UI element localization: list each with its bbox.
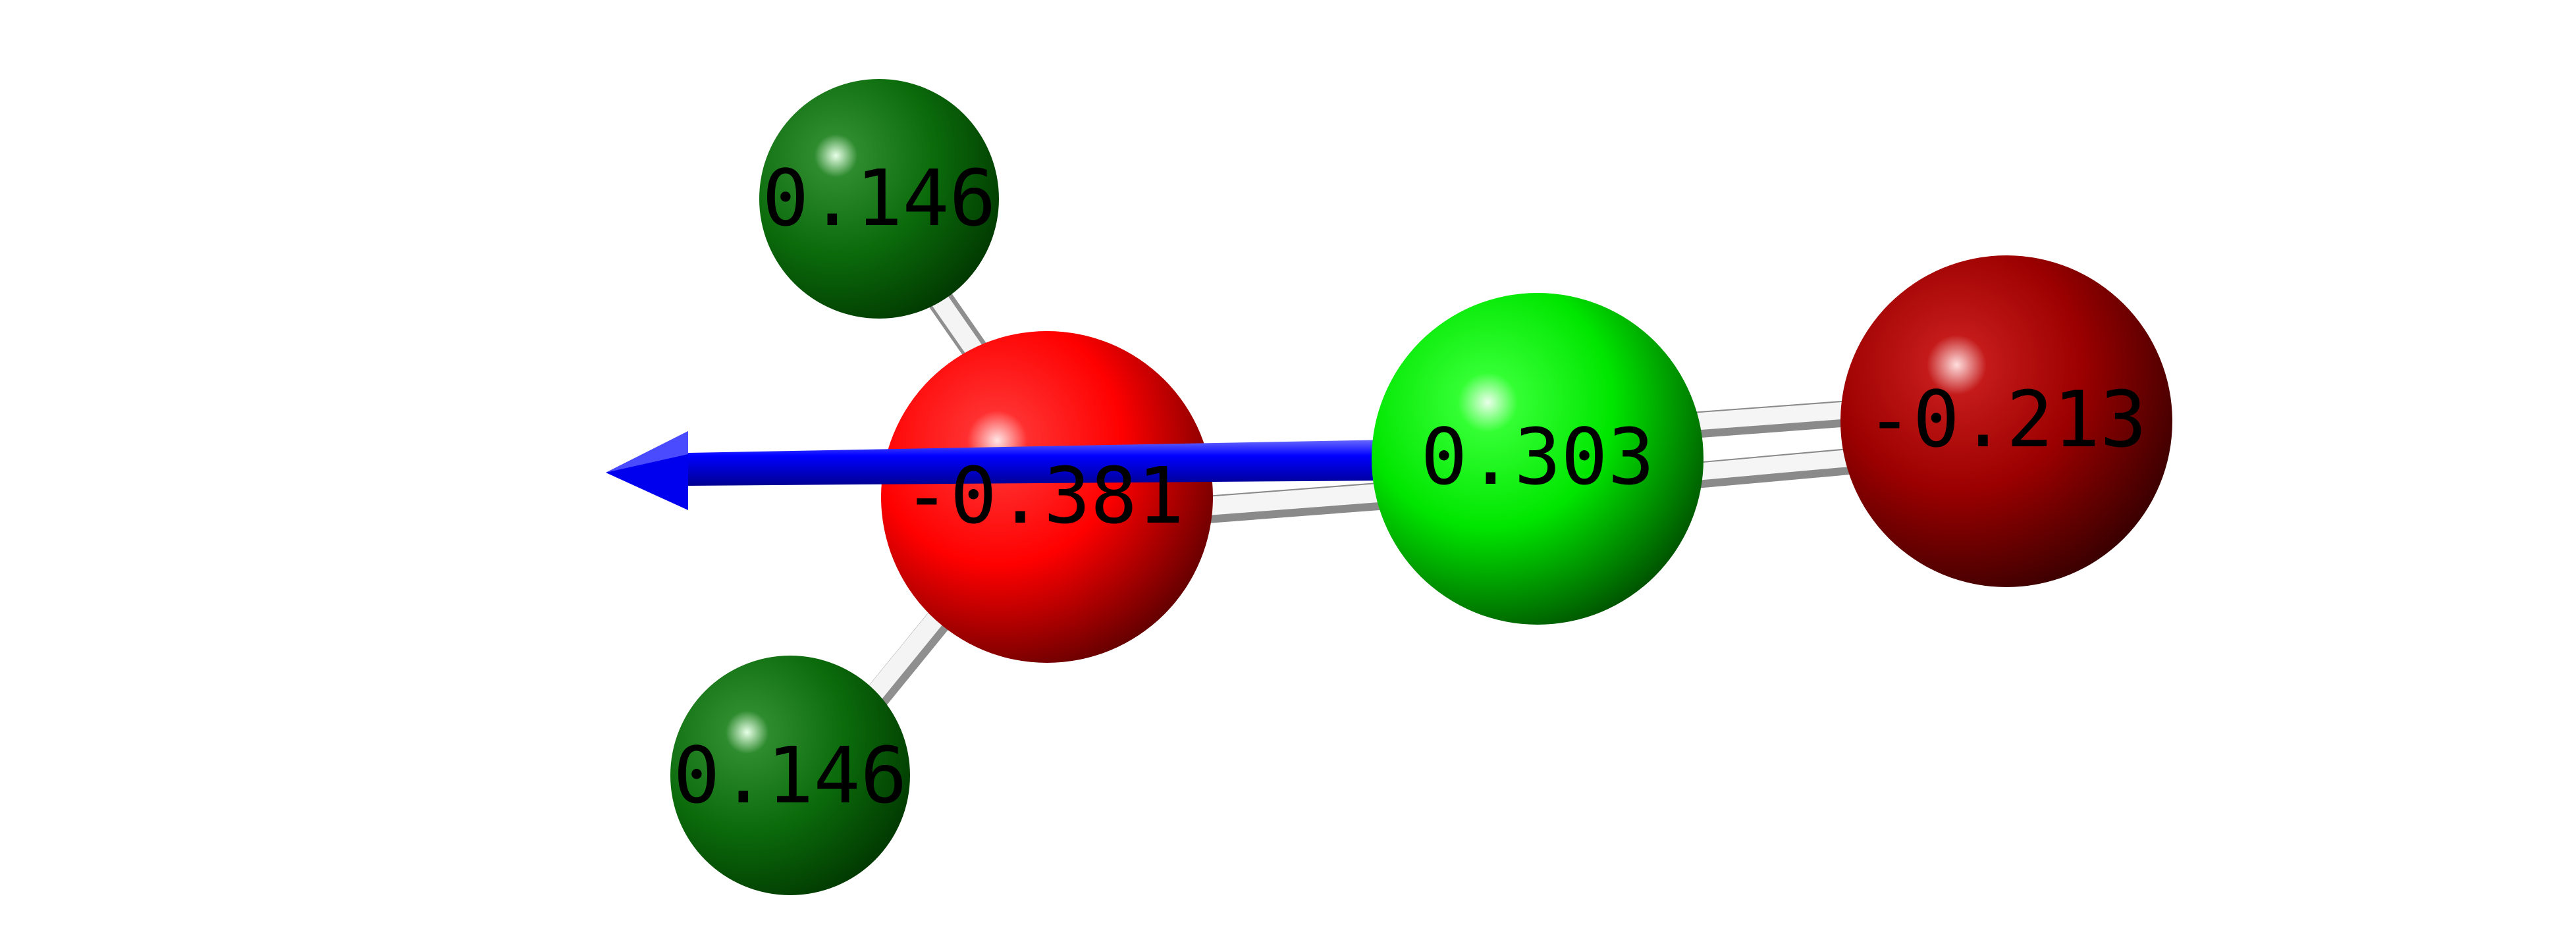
charge-label-o1: -0.213: [1866, 374, 2147, 465]
bond-c2-o1-lower: [1696, 457, 1857, 475]
charge-label-h1: 0.146: [762, 153, 996, 244]
charge-label-h2: 0.146: [673, 730, 907, 821]
bond-c2-o1-upper: [1682, 410, 1850, 426]
charge-label-c2: 0.303: [1420, 411, 1654, 502]
bond-c1-c2: [1198, 492, 1396, 510]
charge-label-c1: -0.381: [903, 450, 1184, 541]
